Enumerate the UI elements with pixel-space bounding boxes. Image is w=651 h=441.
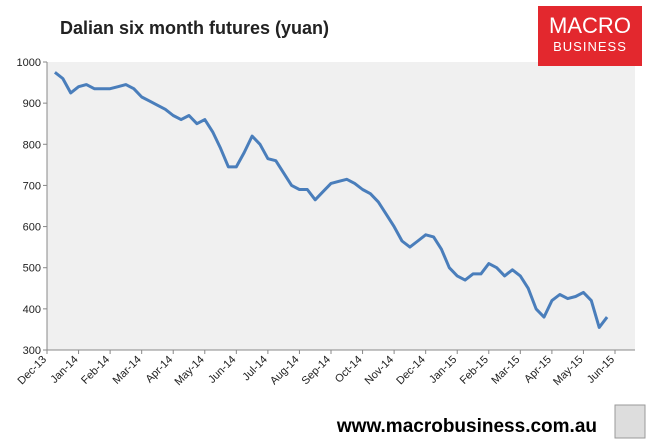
x-tick-label: Jan-14 [48,354,80,386]
y-tick-label: 400 [23,304,41,316]
y-tick-label: 600 [23,222,41,234]
x-tick-label: Nov-14 [363,354,397,388]
y-tick-label: 300 [23,345,41,357]
x-tick-label: Sep-14 [300,354,334,388]
x-tick-label: Mar-14 [111,354,144,387]
footer: www.macrobusiness.com.au [336,416,597,437]
chart-title: Dalian six month futures (yuan) [60,18,329,38]
x-tick-label: Jul-14 [240,354,270,384]
x-tick-label: Apr-14 [144,354,176,386]
y-tick-label: 800 [23,139,41,151]
x-tick-label: Jan-15 [427,354,459,386]
x-tick-label: Aug-14 [268,354,302,388]
y-tick-label: 900 [23,98,41,110]
x-tick-label: Jun-15 [585,354,617,386]
logo-text: MACRO [549,13,631,38]
y-tick-label: 1000 [17,57,41,69]
x-tick-label: Feb-14 [79,354,112,387]
x-tick-label: Jun-14 [206,354,238,386]
x-tick-label: Oct-14 [333,354,365,386]
x-tick-label: Dec-13 [16,354,50,388]
x-tick-label: Apr-15 [522,354,554,386]
y-tick-label: 700 [23,180,41,192]
x-tick-label: Feb-15 [458,354,491,387]
x-tick-label: May-14 [172,354,206,388]
plot-area [47,62,635,350]
logo-icon [614,404,646,439]
x-tick-label: Dec-14 [394,354,428,388]
x-tick-label: May-15 [551,354,585,388]
x-tick-label: Mar-15 [489,354,522,387]
logo-box [538,6,642,66]
logo-text: BUSINESS [553,39,627,54]
line [53,71,609,329]
y-tick-label: 500 [23,263,41,275]
